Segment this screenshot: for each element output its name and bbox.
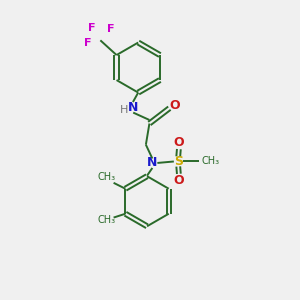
Text: CH₃: CH₃: [98, 172, 116, 182]
Text: H: H: [120, 105, 128, 115]
Text: S: S: [174, 155, 183, 168]
Text: CH₃: CH₃: [202, 157, 220, 166]
Text: F: F: [88, 23, 95, 33]
Text: F: F: [84, 38, 92, 48]
Text: F: F: [107, 24, 114, 34]
Text: CH₃: CH₃: [98, 214, 116, 225]
Text: O: O: [173, 136, 184, 148]
Text: O: O: [169, 99, 180, 112]
Text: O: O: [173, 174, 184, 188]
Text: N: N: [147, 157, 158, 169]
Text: N: N: [128, 101, 138, 114]
